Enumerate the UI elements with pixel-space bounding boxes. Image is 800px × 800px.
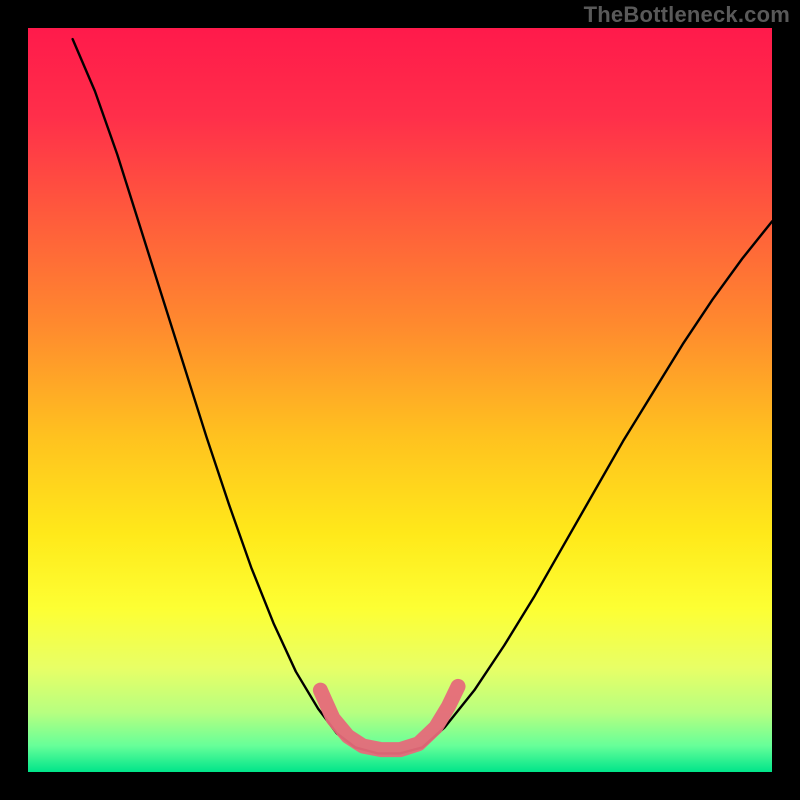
watermark-text: TheBottleneck.com	[584, 2, 790, 28]
bottleneck-chart	[0, 0, 800, 800]
plot-background	[28, 28, 772, 772]
chart-stage: TheBottleneck.com	[0, 0, 800, 800]
